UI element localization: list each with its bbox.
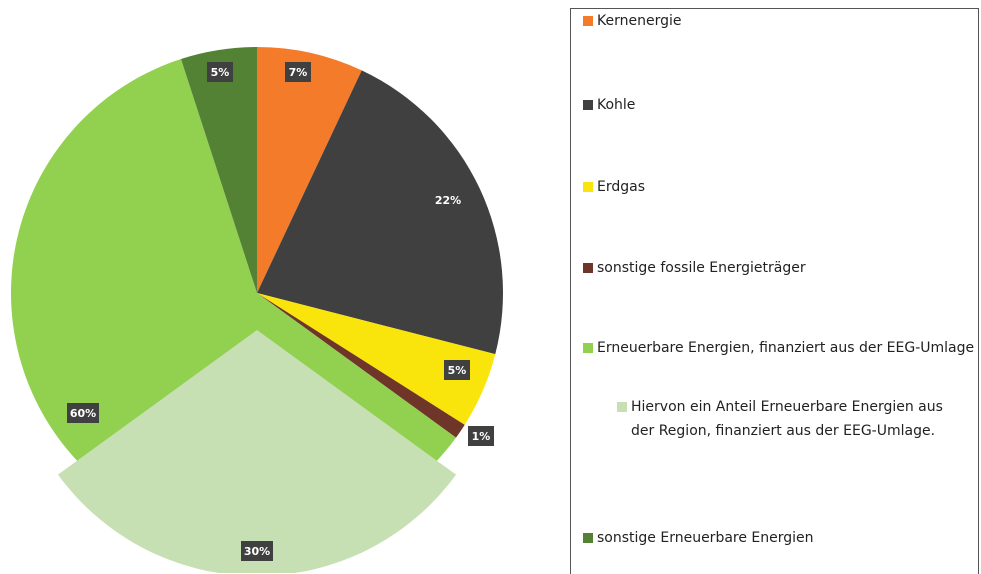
data-label-box <box>285 62 311 82</box>
data-label-box <box>444 360 470 380</box>
data-label: 30% <box>244 545 270 558</box>
legend-label: Erneuerbare Energien, finanziert aus der… <box>597 340 975 356</box>
legend-item: sonstige Erneuerbare Energien <box>583 526 975 550</box>
legend-swatch <box>583 100 593 110</box>
legend-item: Hiervon ein Anteil Erneuerbare Energien … <box>617 395 961 443</box>
pie-slice <box>257 70 503 355</box>
legend-label: sonstige fossile Energieträger <box>597 260 806 276</box>
legend-item: Kernenergie <box>583 9 975 33</box>
legend-label: Kernenergie <box>597 13 682 29</box>
legend-swatch <box>583 343 593 353</box>
legend-item: Kohle <box>583 93 975 117</box>
legend-item: Erneuerbare Energien, finanziert aus der… <box>583 336 975 360</box>
data-label: 5% <box>448 364 467 377</box>
data-label: 22% <box>435 194 461 207</box>
legend-label: Hiervon ein Anteil Erneuerbare Energien … <box>631 399 943 439</box>
data-label: 60% <box>70 407 96 420</box>
data-label: 5% <box>211 66 230 79</box>
legend-swatch <box>583 533 593 543</box>
data-label-box <box>67 403 99 423</box>
legend: Kernenergie Kohle Erdgas sonstige fossile E… <box>570 8 979 574</box>
pie-slice <box>257 47 362 293</box>
pie-slice <box>257 293 496 425</box>
pie-slice <box>257 293 465 438</box>
data-label-box <box>468 426 494 446</box>
legend-swatch <box>583 182 593 192</box>
legend-item: sonstige fossile Energieträger <box>583 256 975 280</box>
legend-swatch <box>583 263 593 273</box>
data-label: 7% <box>289 66 308 79</box>
pie-slice <box>180 47 257 293</box>
legend-label: Kohle <box>597 97 636 113</box>
legend-label: sonstige Erneuerbare Energien <box>597 530 814 546</box>
legend-item: Erdgas <box>583 175 975 199</box>
data-label: 1% <box>472 430 491 443</box>
legend-swatch <box>583 16 593 26</box>
data-label-box <box>432 190 464 210</box>
data-label-box <box>241 541 273 561</box>
data-label-box <box>207 62 233 82</box>
legend-label: Erdgas <box>597 179 646 195</box>
pie-subslice <box>57 330 457 573</box>
legend-swatch <box>617 402 627 412</box>
